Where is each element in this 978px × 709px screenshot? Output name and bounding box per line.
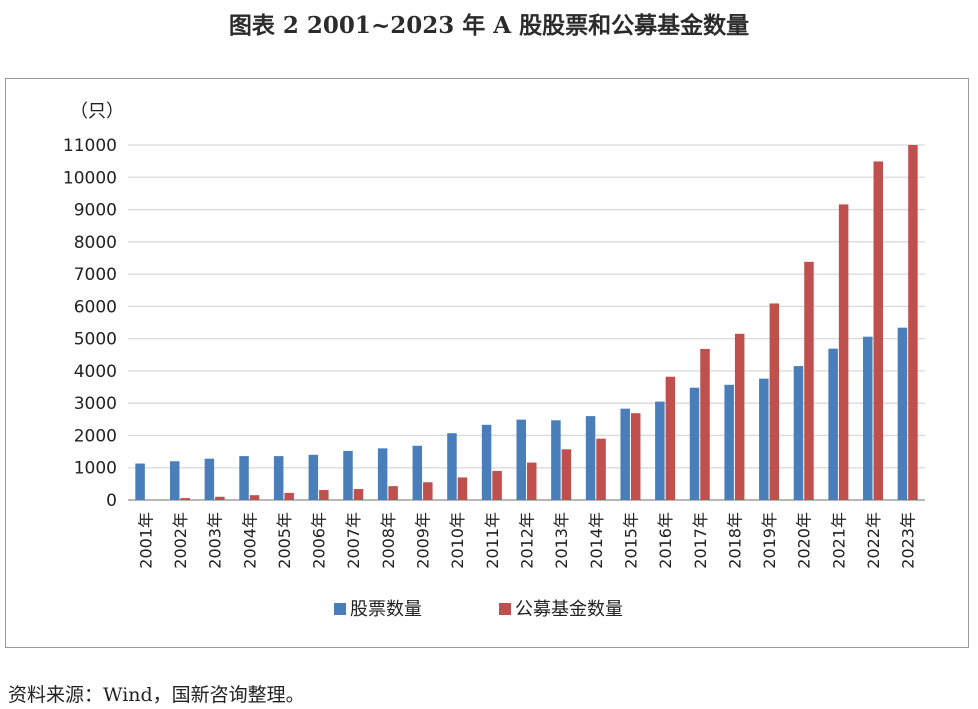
bar-stock-count <box>135 463 145 500</box>
bar-fund-count <box>873 161 884 500</box>
x-tick-label: 2011年 <box>483 512 502 569</box>
x-tick-label: 2019年 <box>760 512 779 569</box>
chart-frame <box>5 78 969 648</box>
x-tick-label: 2005年 <box>275 512 294 569</box>
legend-swatch-stock <box>334 603 346 615</box>
y-tick-label: 3000 <box>74 394 117 414</box>
bar-stock-count <box>412 445 423 500</box>
bar-stock-count <box>447 433 457 500</box>
chart-title: 图表 2 2001~2023 年 A 股股票和公募基金数量 <box>228 12 750 39</box>
bar-stock-count <box>551 420 561 500</box>
x-tick-label: 2015年 <box>621 512 640 569</box>
bar-fund-count <box>388 486 398 500</box>
x-tick-label: 2012年 <box>518 512 537 569</box>
bars <box>135 145 918 500</box>
bar-stock-count <box>516 419 526 500</box>
y-tick-label: 1000 <box>74 459 117 479</box>
x-tick-label: 2007年 <box>344 512 363 569</box>
x-tick-label: 2010年 <box>448 512 467 569</box>
bar-fund-count <box>423 482 433 500</box>
y-tick-label: 7000 <box>74 265 117 285</box>
bar-fund-count <box>596 438 606 500</box>
bar-stock-count <box>655 401 665 500</box>
bar-fund-count <box>319 489 329 500</box>
bar-stock-count <box>343 450 353 500</box>
bar-fund-count <box>561 449 572 500</box>
x-axis-ticks: 2001年 2002年 2003年 2004年 2005年 2006年 2007年 2008年… <box>136 512 917 569</box>
gridlines <box>128 144 925 501</box>
x-tick-label: 2009年 <box>414 512 433 569</box>
bar-stock-count <box>689 387 700 500</box>
x-tick-label: 2001年 <box>136 512 155 569</box>
bar-stock-count <box>273 456 284 500</box>
x-tick-label: 2013年 <box>552 512 571 569</box>
y-tick-label: 8000 <box>74 233 117 253</box>
y-axis-ticks: 0 1000 2000 3000 4000 5000 6000 7000 8000 9000 100… <box>63 136 117 511</box>
bar-stock-count <box>724 384 734 500</box>
y-tick-label: 6000 <box>74 297 117 317</box>
legend-label-fund: 公募基金数量 <box>515 599 623 620</box>
y-tick-label: 0 <box>106 491 117 511</box>
bar-stock-count <box>828 348 838 500</box>
bar-stock-count <box>793 366 804 500</box>
x-tick-label: 2006年 <box>310 512 329 569</box>
x-tick-label: 2016年 <box>656 512 675 569</box>
bar-fund-count <box>665 376 676 500</box>
x-tick-label: 2003年 <box>206 512 225 569</box>
legend-label-stock: 股票数量 <box>350 599 422 620</box>
x-tick-label: 2008年 <box>379 512 398 569</box>
bar-fund-count <box>527 462 537 500</box>
x-tick-label: 2004年 <box>240 512 259 569</box>
bar-fund-count <box>908 145 918 500</box>
x-tick-label: 2023年 <box>899 512 918 569</box>
y-tick-label: 2000 <box>74 426 117 446</box>
y-tick-label: 5000 <box>74 330 117 350</box>
x-tick-label: 2014年 <box>587 512 606 569</box>
x-tick-label: 2002年 <box>171 512 190 569</box>
bar-fund-count <box>215 496 225 500</box>
y-tick-label: 9000 <box>74 201 117 221</box>
x-tick-label: 2020年 <box>795 512 814 569</box>
bar-stock-count <box>239 456 249 500</box>
x-tick-label: 2021年 <box>829 512 848 569</box>
bar-fund-count <box>804 261 814 500</box>
x-tick-label: 2022年 <box>864 512 883 569</box>
y-tick-label: 11000 <box>63 136 117 156</box>
bar-fund-count <box>284 492 294 500</box>
bar-fund-count <box>457 477 468 500</box>
bar-fund-count <box>769 303 780 500</box>
x-tick-label: 2018年 <box>725 512 744 569</box>
source-note: 资料来源：Wind，国新咨询整理。 <box>8 684 305 706</box>
y-axis-unit-label: （只） <box>70 101 124 122</box>
bar-fund-count <box>700 348 710 500</box>
bar-stock-count <box>481 424 492 500</box>
bar-fund-count <box>734 333 745 500</box>
bar-stock-count <box>204 458 215 500</box>
bar-stock-count <box>620 408 630 500</box>
bar-stock-count <box>759 378 769 500</box>
bar-fund-count <box>353 489 364 500</box>
bar-stock-count <box>863 336 873 500</box>
bar-fund-count <box>630 413 641 500</box>
bar-fund-count <box>180 498 190 500</box>
bar-stock-count <box>585 416 596 500</box>
bar-stock-count <box>308 454 319 500</box>
bar-fund-count <box>492 470 502 500</box>
y-tick-label: 10000 <box>63 168 117 188</box>
bar-stock-count <box>169 461 180 500</box>
bar-fund-count <box>249 495 260 500</box>
bar-fund-count <box>838 204 849 500</box>
x-tick-label: 2017年 <box>691 512 710 569</box>
bar-stock-count <box>897 327 908 500</box>
bar-stock-count <box>377 448 388 500</box>
legend: 股票数量 公募基金数量 <box>334 599 623 620</box>
legend-swatch-fund <box>499 603 511 615</box>
y-tick-label: 4000 <box>74 362 117 382</box>
